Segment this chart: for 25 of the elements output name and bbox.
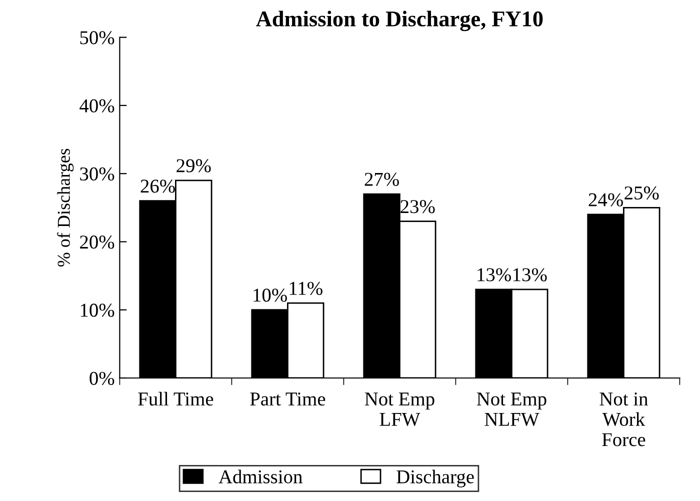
y-tick-label: 30%: [80, 167, 114, 181]
y-tick-label: 20%: [80, 236, 114, 249]
data-label: 25%: [624, 186, 659, 200]
data-label: 26%: [140, 180, 175, 193]
y-tick-label: 50%: [80, 31, 114, 44]
x-tick-label: Not Emp NLFW: [476, 392, 546, 426]
x-tick-label: Full Time: [138, 392, 214, 406]
data-label: 11%: [290, 282, 322, 295]
y-tick-label: 0%: [90, 372, 114, 386]
y-axis-title: % of Discharges: [57, 148, 74, 267]
x-tick-label: Part Time: [250, 392, 326, 406]
x-tick-label: Not Emp LFW: [364, 392, 434, 426]
data-label: 13%: [478, 268, 511, 282]
data-label: 29%: [176, 159, 211, 172]
data-label: 23%: [400, 200, 435, 214]
legend-label: Admission: [218, 470, 302, 484]
data-label: 24%: [588, 193, 623, 206]
chart-title: Admission to Discharge, FY10: [256, 10, 543, 32]
data-label: 10%: [254, 288, 287, 302]
y-tick-label: 10%: [80, 304, 114, 317]
legend-label: Discharge: [396, 470, 474, 488]
data-label: 13%: [514, 268, 547, 282]
data-label: 27%: [364, 172, 399, 186]
x-tick-label: Not in Work Force: [600, 392, 648, 446]
y-tick-label: 40%: [80, 99, 114, 112]
